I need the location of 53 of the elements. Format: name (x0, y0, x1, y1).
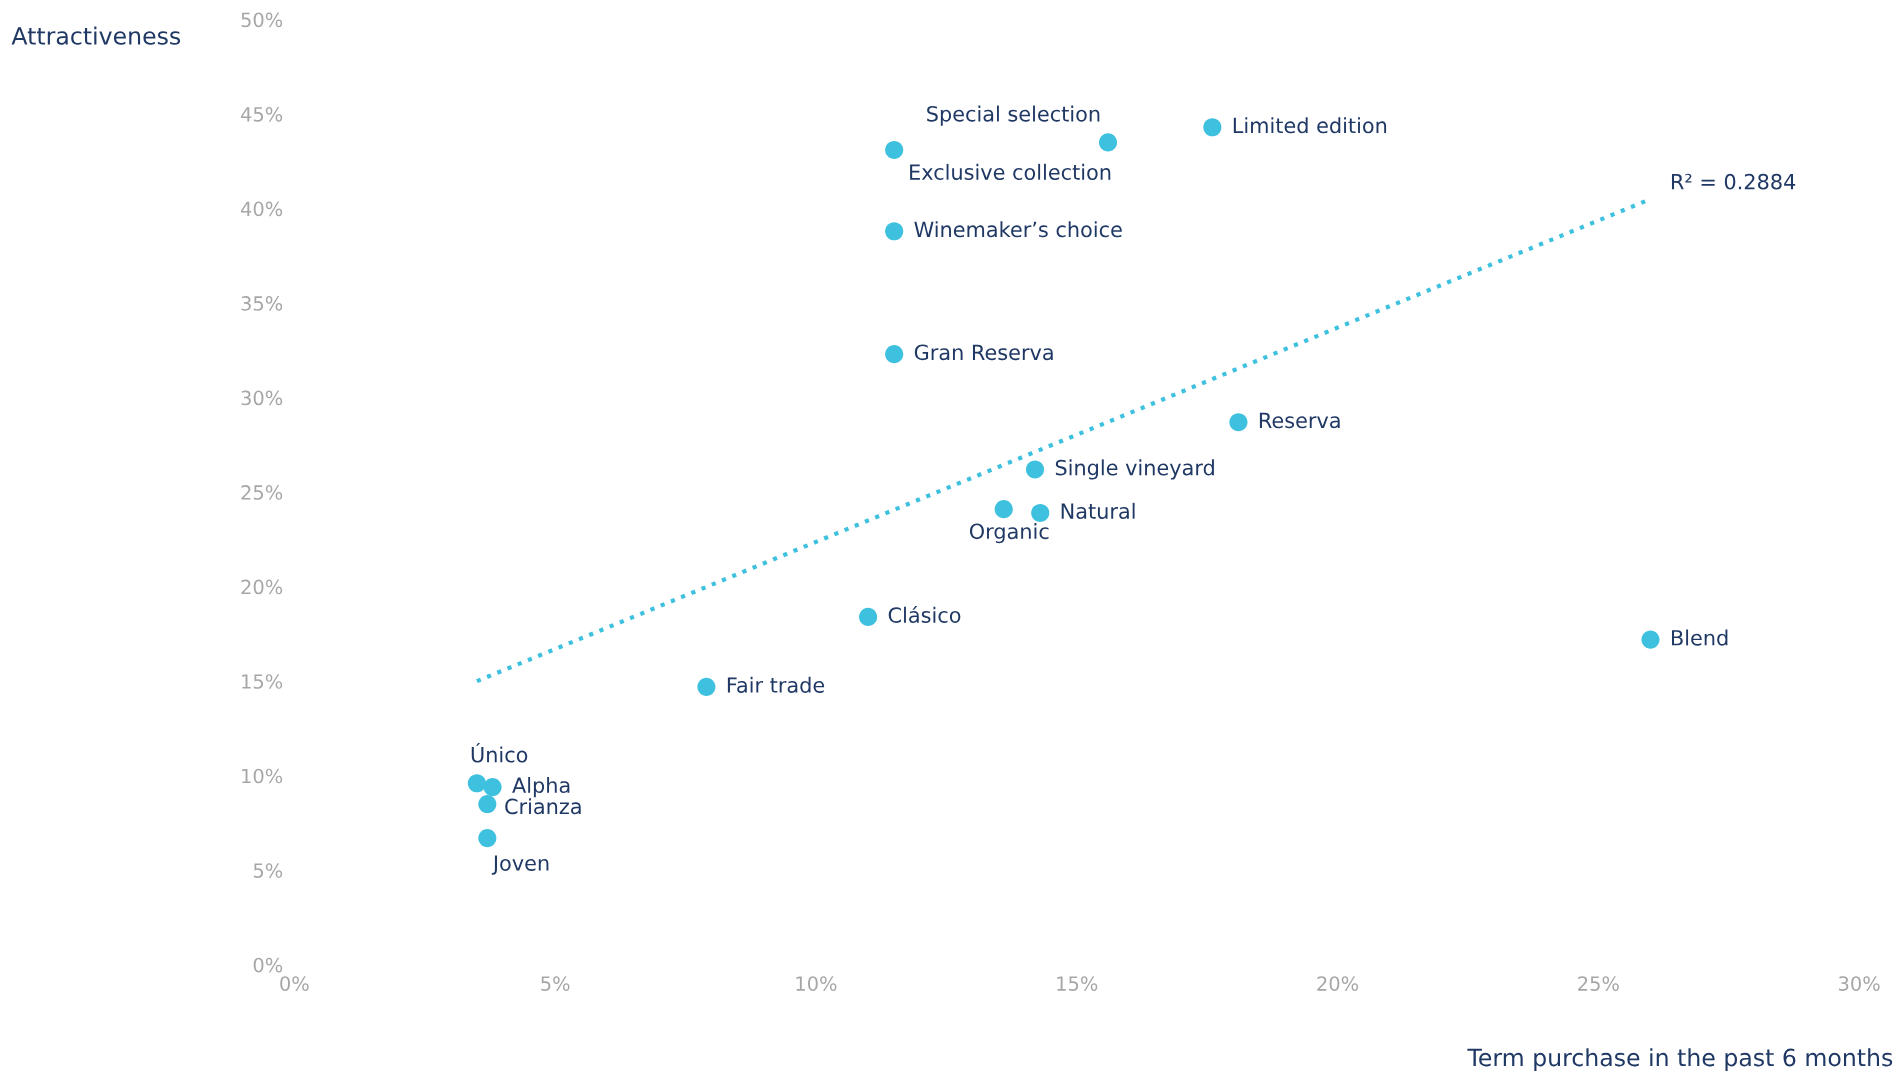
y-tick-label: 5% (253, 863, 283, 878)
point (885, 222, 904, 241)
y-tick-label: 40% (240, 201, 283, 217)
point (1229, 413, 1248, 432)
annotation: Natural (1061, 502, 1135, 519)
y-axis-title: Attractiveness (11, 26, 181, 45)
annotation: Alpha (512, 776, 570, 798)
x-tick-label: 30% (1838, 976, 1880, 991)
x-tick-label: 25% (1578, 976, 1619, 991)
point (885, 345, 904, 364)
point (994, 500, 1013, 519)
point (467, 774, 486, 793)
x-tick-label: 20% (1317, 976, 1359, 991)
annotation: Organic (969, 523, 1049, 544)
annotation: Single vineyard (1055, 459, 1214, 480)
y-tick-label: 20% (241, 579, 283, 595)
annotation: Joven (491, 855, 549, 875)
y-tick-label: 35% (241, 296, 283, 311)
annotation: Único (471, 743, 528, 763)
annotation: Reserva (1259, 412, 1340, 429)
y-tick-label: 30% (241, 390, 283, 406)
annotation: Crianza (505, 798, 581, 815)
y-tick-label: 50% (241, 12, 283, 28)
point (859, 607, 878, 626)
annotation: Fair trade (727, 676, 825, 693)
point (478, 829, 497, 848)
x-tick-label: 10% (796, 976, 837, 991)
x-tick-label: 5% (541, 976, 570, 991)
point (1025, 460, 1045, 479)
annotation: Gran Reserva (914, 344, 1053, 361)
annotation: Special selection (927, 105, 1100, 126)
annotation: Limited edition (1233, 117, 1387, 134)
x-tick-label: 0% (280, 976, 309, 991)
y-tick-label: 0% (253, 957, 283, 973)
point (1203, 118, 1222, 137)
point (483, 778, 502, 797)
y-tick-label: 10% (242, 768, 283, 784)
point (1098, 133, 1118, 152)
point (478, 795, 497, 814)
point (1641, 630, 1660, 649)
x-tick-label: 15% (1057, 976, 1098, 991)
y-tick-label: 25% (241, 485, 283, 500)
point (697, 677, 716, 696)
annotation: Clásico (888, 605, 961, 623)
point (1031, 503, 1050, 522)
annotation: Winemaker’s choice (914, 221, 1122, 238)
y-tick-label: 45% (240, 106, 283, 122)
annotation: Blend (1671, 629, 1728, 646)
annotation: Exclusive collection (910, 163, 1111, 180)
point (885, 140, 904, 160)
x-axis-title: Term purchase in the past 6 months (1467, 1048, 1893, 1071)
annotation: R² = 0.2884 (1671, 173, 1796, 190)
y-tick-label: 15% (242, 674, 283, 689)
